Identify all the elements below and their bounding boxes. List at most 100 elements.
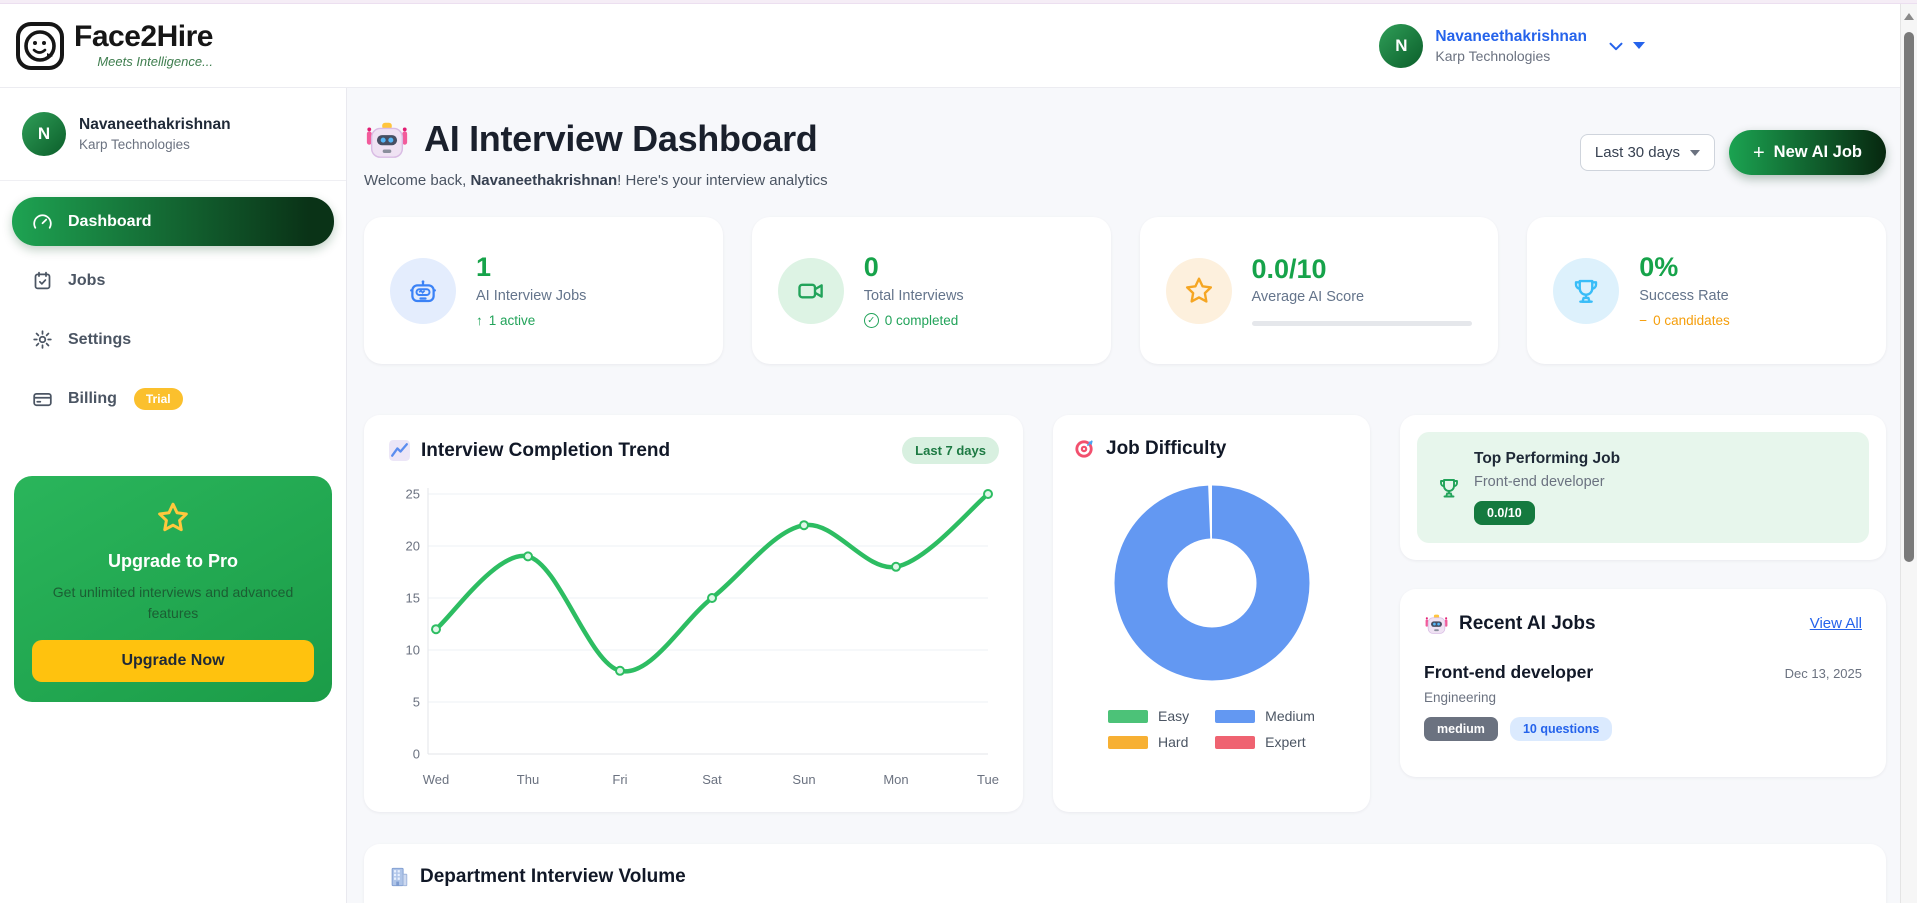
stat-subtext: ↑ 1 active [476, 312, 536, 328]
upgrade-title: Upgrade to Pro [107, 551, 238, 571]
calendar-check-icon [34, 271, 51, 290]
stat-subtext: ✓ 0 completed [863, 312, 1085, 328]
job-questions-badge: 10 questions [1509, 717, 1613, 741]
app-header: Face2Hire Meets Intelligence... N Navane… [0, 4, 1917, 88]
stat-icon-circle [1165, 257, 1232, 324]
stat-value: 0% [1639, 252, 1679, 283]
sidebar: N Navaneethakrishnan Karp Technologies D… [0, 88, 347, 903]
sidebar-item-billing[interactable]: Billing Trial [12, 374, 334, 424]
department-volume-card: Department Interview Volume [364, 844, 1886, 903]
target-icon [1075, 440, 1093, 458]
upgrade-card: Upgrade to Pro Get unlimited interviews … [14, 476, 332, 702]
trend-card-title: Interview Completion Trend [421, 439, 671, 461]
chevron-down-icon[interactable] [1605, 35, 1627, 57]
sidebar-item-label: Billing [68, 390, 117, 407]
scrollbar-up-arrow[interactable] [1904, 13, 1914, 20]
upgrade-now-button[interactable]: Upgrade Now [32, 640, 314, 682]
stat-label: AI Interview Jobs [476, 287, 587, 304]
job-difficulty-badge: medium [1424, 717, 1498, 741]
stat-value: 0.0/10 [1251, 253, 1327, 284]
svg-text:15: 15 [406, 591, 420, 606]
legend-swatch [1108, 735, 1149, 749]
svg-text:Sat: Sat [702, 772, 722, 787]
page-scrollbar[interactable] [1900, 4, 1917, 903]
stat-card-success-rate: 0% Success Rate − 0 candidates [1527, 217, 1886, 364]
stat-value: 0 [863, 252, 879, 283]
check-circle-icon: ✓ [863, 312, 879, 328]
gear-icon [33, 330, 52, 349]
interview-trend-line-chart: 0 5 10 15 20 25 Wed Thu Fri Sat Sun Mon Tue [388, 478, 999, 801]
stat-label: Average AI Score [1251, 289, 1365, 306]
top-job-score-badge: 0.0/10 [1474, 501, 1535, 525]
avatar: N [1379, 23, 1424, 68]
stat-value: 1 [476, 252, 492, 283]
star-icon [158, 502, 188, 532]
view-all-link[interactable]: View All [1809, 615, 1862, 632]
header-user-menu[interactable]: N Navaneethakrishnan Karp Technologies [1379, 23, 1645, 68]
stat-icon-circle [390, 257, 456, 324]
score-progress-bar [1251, 321, 1473, 327]
svg-text:Tue: Tue [977, 772, 999, 787]
recent-jobs-title: Recent AI Jobs [1459, 612, 1596, 634]
sidebar-item-dashboard[interactable]: Dashboard [12, 197, 334, 246]
svg-text:Fri: Fri [612, 772, 627, 787]
trophy-icon [1440, 479, 1458, 498]
stat-label: Success Rate [1639, 287, 1729, 304]
legend-swatch [1215, 735, 1256, 749]
page-title: AI Interview Dashboard [424, 118, 818, 159]
stat-subtext: − 0 candidates [1639, 312, 1730, 328]
svg-text:25: 25 [406, 487, 420, 502]
minus-icon: − [1639, 312, 1648, 328]
svg-text:Wed: Wed [423, 772, 450, 787]
trend-range-badge: Last 7 days [902, 437, 999, 464]
brand-logo[interactable]: Face2Hire Meets Intelligence... [14, 20, 213, 72]
robot-icon [410, 279, 436, 302]
page-top-strip [0, 0, 1917, 4]
interview-trend-card: Interview Completion Trend Last 7 days 0… [364, 415, 1023, 812]
sidebar-user-card: N Navaneethakrishnan Karp Technologies [0, 88, 346, 181]
select-caret-icon [1689, 149, 1700, 156]
sidebar-item-jobs[interactable]: Jobs [12, 256, 334, 305]
date-range-select[interactable]: Last 30 days [1579, 134, 1715, 171]
welcome-message: Welcome back, Navaneethakrishnan! Here's… [364, 172, 828, 189]
legend-swatch [1215, 709, 1256, 723]
svg-text:Sun: Sun [792, 772, 815, 787]
legend-item: Medium [1215, 708, 1315, 724]
department-volume-title: Department Interview Volume [420, 866, 686, 887]
job-difficulty-donut-chart [1073, 474, 1350, 692]
recent-ai-jobs-card: Recent AI Jobs View All Front-end develo… [1400, 589, 1886, 777]
credit-card-icon [33, 392, 52, 406]
stats-row: 1 AI Interview Jobs ↑ 1 active 0 [364, 217, 1886, 364]
robot-icon [366, 121, 408, 158]
chart-increasing-icon [389, 440, 410, 461]
stat-icon-circle [1553, 257, 1620, 324]
brand-tagline: Meets Intelligence... [97, 54, 213, 69]
job-title: Front-end developer [1424, 662, 1594, 682]
caret-down-icon[interactable] [1633, 42, 1645, 49]
office-building-icon [391, 867, 408, 887]
arrow-up-icon: ↑ [476, 312, 483, 328]
sidebar-avatar: N [22, 112, 66, 156]
sidebar-item-label: Settings [68, 330, 132, 348]
legend-item: Expert [1215, 734, 1315, 750]
job-list-item[interactable]: Front-end developer Dec 13, 2025 Enginee… [1424, 662, 1862, 741]
video-camera-icon [798, 283, 823, 298]
svg-text:Mon: Mon [883, 772, 908, 787]
sidebar-item-label: Jobs [68, 271, 106, 289]
date-range-label: Last 30 days [1594, 144, 1680, 161]
scrollbar-thumb[interactable] [1904, 32, 1914, 562]
new-ai-job-button[interactable]: + New AI Job [1728, 130, 1886, 175]
stat-card-total-interviews: 0 Total Interviews ✓ 0 completed [751, 217, 1111, 364]
sidebar-nav: Dashboard Jobs Settings [0, 181, 346, 450]
legend-item: Hard [1108, 734, 1189, 750]
top-job-title: Top Performing Job [1474, 450, 1621, 467]
star-icon [1185, 277, 1212, 303]
sidebar-item-label: Dashboard [68, 212, 152, 230]
job-difficulty-card: Job Difficulty Easy Medium Hard Expert [1053, 415, 1370, 812]
legend-item: Easy [1108, 708, 1189, 724]
svg-text:20: 20 [406, 539, 420, 554]
sidebar-item-settings[interactable]: Settings [12, 315, 334, 364]
robot-icon [1425, 614, 1448, 634]
gauge-icon [33, 214, 52, 229]
job-department: Engineering [1424, 690, 1497, 705]
